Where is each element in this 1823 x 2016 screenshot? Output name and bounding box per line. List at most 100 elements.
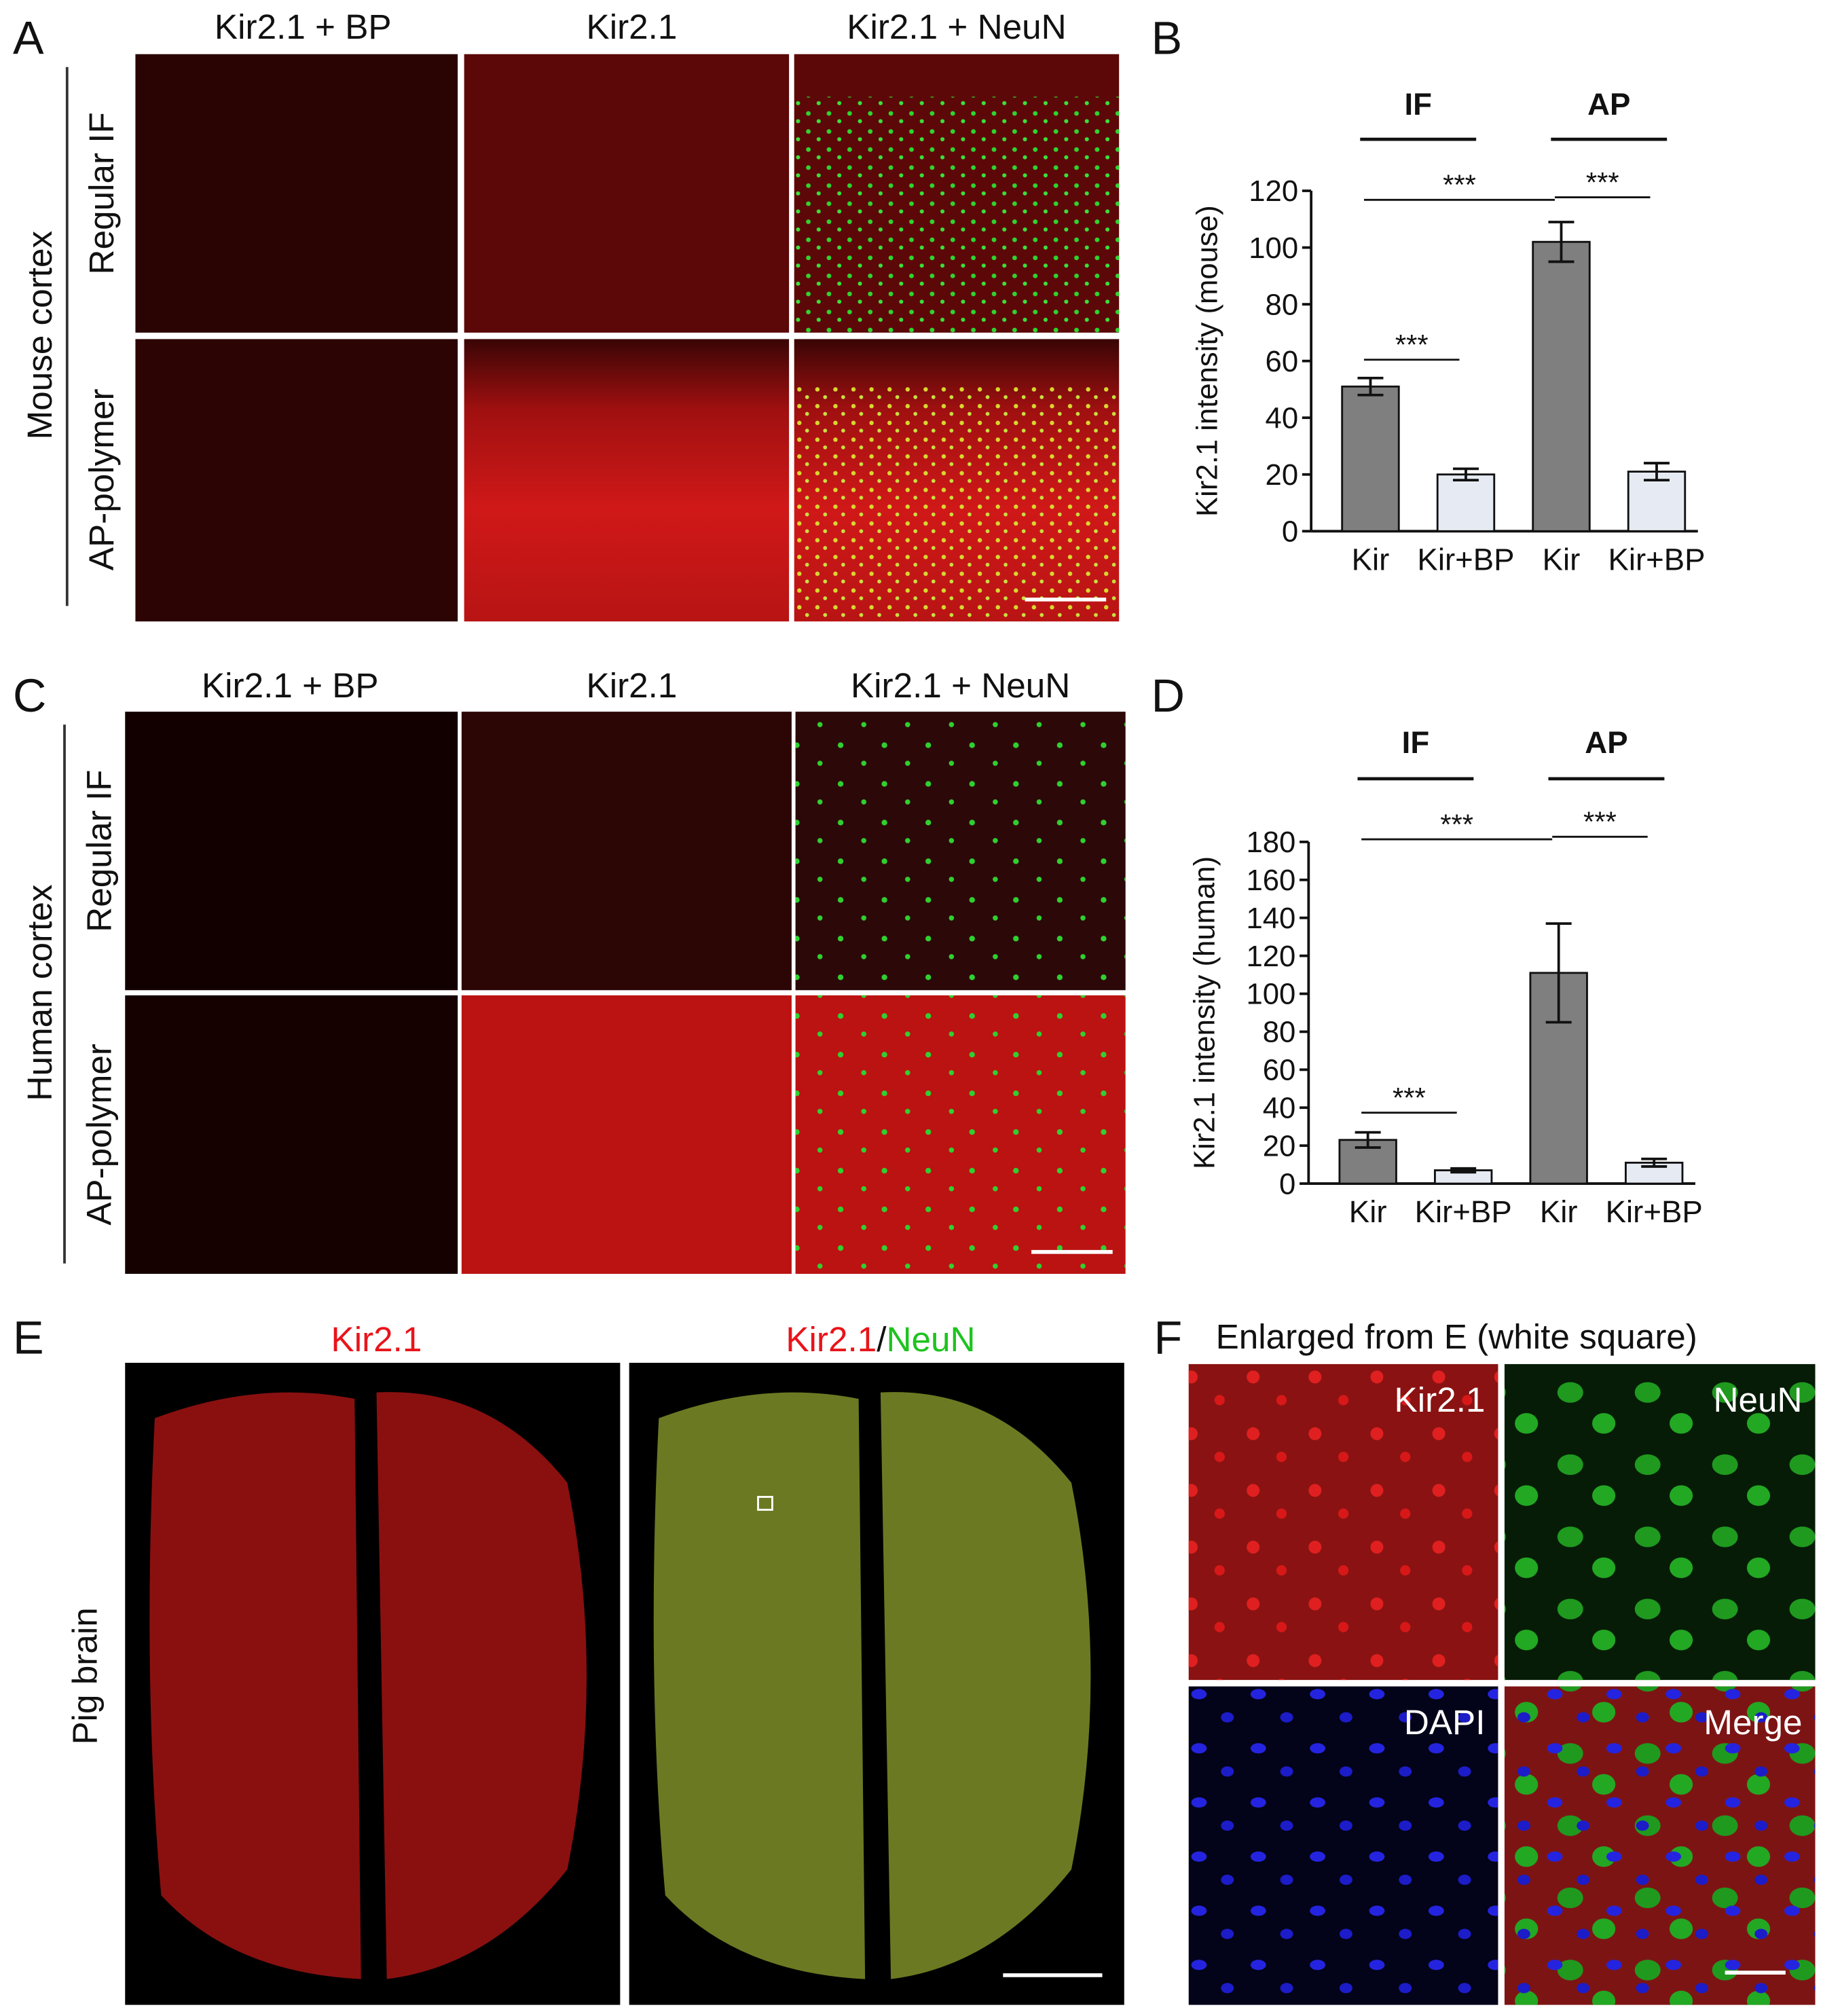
panel-e-images (125, 1363, 1124, 2005)
error-bar (1548, 221, 1575, 263)
y-tick-label: 140 (1246, 902, 1295, 935)
row-label: Regular IF (79, 770, 118, 932)
y-tick-label: 180 (1246, 826, 1295, 859)
significance-label: *** (1583, 806, 1617, 838)
panel-c-images (63, 712, 1126, 1274)
inset-marker (757, 1496, 773, 1511)
significance-label: *** (1586, 166, 1619, 198)
micrograph-overlay (1504, 1363, 1816, 1681)
y-tick-label: 80 (1263, 1016, 1296, 1049)
panel-letter: B (1152, 13, 1183, 65)
error-bar (1641, 1157, 1668, 1168)
error-bar (1450, 1167, 1477, 1174)
significance-label: *** (1393, 1082, 1426, 1114)
row-label: AP-polymer (79, 1044, 118, 1226)
column-title: Kir2.1 + BP (202, 666, 379, 705)
x-tick-label: Kir (1543, 542, 1581, 576)
x-tick-label: Kir (1352, 542, 1390, 576)
x-tick-label: Kir+BP (1415, 1194, 1512, 1229)
micrograph (461, 712, 792, 991)
y-tick-label: 40 (1266, 401, 1299, 435)
channel-label: Merge (1704, 1703, 1802, 1742)
panel-title: Enlarged from E (white square) (1216, 1317, 1697, 1356)
group-label: Mouse cortex (20, 231, 59, 440)
x-tick-label: Kir+BP (1606, 1194, 1703, 1229)
panel-f-images (1188, 1363, 1816, 2005)
group-label: AP (1587, 87, 1630, 122)
y-tick-label: 20 (1263, 1129, 1296, 1162)
y-axis-label: Kir2.1 intensity (human) (1188, 856, 1221, 1169)
column-title: Kir2.1 + NeuN (847, 7, 1066, 46)
column-title: Kir2.1 + BP (215, 7, 392, 46)
significance-label: *** (1440, 809, 1473, 841)
panel-letter: D (1152, 670, 1185, 722)
micrograph-overlay (795, 712, 1126, 991)
error-bar (1452, 467, 1479, 482)
y-tick-label: 20 (1266, 458, 1299, 492)
micrograph-overlay (794, 96, 1120, 333)
channel-label: DAPI (1404, 1703, 1486, 1742)
panel-letter: A (13, 13, 44, 65)
y-tick-label: 80 (1266, 288, 1299, 321)
title-part: / (877, 1320, 887, 1359)
micrograph (135, 339, 458, 622)
brain-section (653, 1392, 866, 1979)
column-title: Kir2.1 (587, 666, 678, 705)
x-tick-label: Kir (1349, 1194, 1387, 1229)
y-tick-label: 0 (1279, 1167, 1295, 1201)
y-tick-label: 160 (1246, 864, 1295, 897)
significance-label: *** (1443, 169, 1476, 201)
bar (1627, 471, 1687, 532)
y-tick-label: 120 (1249, 175, 1298, 208)
x-tick-label: Kir+BP (1608, 542, 1705, 576)
error-bar (1644, 462, 1670, 482)
y-tick-label: 60 (1266, 345, 1299, 378)
y-tick-label: 100 (1246, 978, 1295, 1011)
y-tick-label: 0 (1282, 515, 1298, 548)
channel-label: Kir2.1 (1395, 1380, 1486, 1419)
bar (1436, 473, 1496, 532)
group-label: IF (1402, 725, 1430, 760)
micrograph-overlay (1188, 1686, 1498, 2005)
y-tick-label: 40 (1263, 1091, 1296, 1124)
panel-a-images (65, 54, 1120, 622)
micrograph (464, 54, 790, 333)
row-label: AP-polymer (82, 388, 121, 570)
title-part: Kir2.1 (786, 1320, 877, 1359)
micrograph (125, 995, 458, 1274)
micrograph (461, 995, 792, 1274)
micrograph-overlay (794, 386, 1120, 622)
error-bar (1357, 376, 1384, 397)
group-label: AP (1585, 725, 1627, 760)
significance-label: *** (1395, 329, 1429, 361)
image-title: Kir2.1 (331, 1320, 422, 1359)
micrograph (135, 54, 458, 333)
bar (1532, 240, 1591, 532)
error-bar (1545, 922, 1572, 1024)
micrograph-overlay (795, 995, 1126, 1274)
group-label: Human cortex (20, 884, 59, 1101)
brain-section (376, 1392, 587, 1979)
micrograph-overlay (1504, 1686, 1816, 2005)
y-tick-label: 60 (1263, 1054, 1296, 1087)
column-title: Kir2.1 + NeuN (851, 666, 1070, 705)
bar (1341, 385, 1400, 532)
y-axis-label: Kir2.1 intensity (mouse) (1191, 205, 1224, 517)
title-part: NeuN (886, 1320, 975, 1359)
image-title: Kir2.1/NeuN (786, 1320, 975, 1359)
column-title: Kir2.1 (587, 7, 678, 46)
y-tick-label: 120 (1246, 940, 1295, 973)
row-label: Regular IF (82, 112, 121, 274)
side-label: Pig brain (65, 1607, 104, 1744)
micrograph-overlay (1188, 1363, 1498, 1681)
x-tick-label: Kir (1540, 1194, 1578, 1229)
panel-letter: C (13, 670, 46, 722)
x-tick-label: Kir+BP (1417, 542, 1514, 576)
y-tick-label: 100 (1249, 232, 1298, 265)
panel-letter: F (1154, 1313, 1182, 1364)
channel-label: NeuN (1714, 1380, 1803, 1419)
brain-section (149, 1392, 361, 1979)
brain-section (880, 1392, 1091, 1979)
